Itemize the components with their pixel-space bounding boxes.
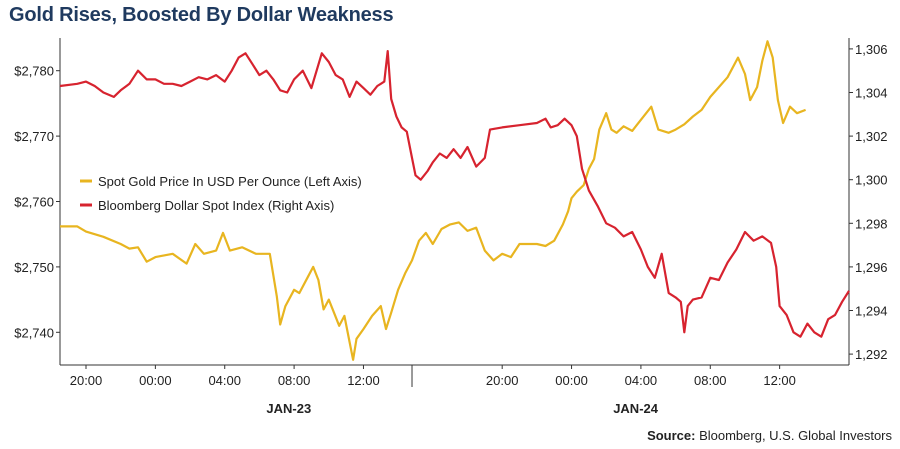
x-tick-label: 12:00 <box>347 373 380 388</box>
x-tick-label: 04:00 <box>625 373 658 388</box>
left-tick-label: $2,740 <box>14 325 54 340</box>
right-tick-label: 1,298 <box>855 216 888 231</box>
date-label: JAN-24 <box>613 401 659 416</box>
source-label: Source: <box>647 428 696 443</box>
right-tick-label: 1,304 <box>855 86 888 101</box>
x-tick-label: 00:00 <box>555 373 588 388</box>
x-tick-label: 08:00 <box>694 373 727 388</box>
x-tick-label: 20:00 <box>486 373 519 388</box>
x-tick-label: 20:00 <box>70 373 103 388</box>
x-tick-label: 08:00 <box>278 373 311 388</box>
left-tick-label: $2,760 <box>14 195 54 210</box>
x-tick-label: 00:00 <box>139 373 172 388</box>
left-tick-label: $2,770 <box>14 129 54 144</box>
right-tick-label: 1,300 <box>855 173 888 188</box>
dollar-index-line <box>59 50 850 338</box>
legend-label-gold: Spot Gold Price In USD Per Ounce (Left A… <box>98 174 362 189</box>
right-tick-label: 1,306 <box>855 42 888 57</box>
left-tick-label: $2,750 <box>14 260 54 275</box>
right-tick-label: 1,296 <box>855 260 888 275</box>
legend-label-dollar: Bloomberg Dollar Spot Index (Right Axis) <box>98 198 334 213</box>
source-note: Source: Bloomberg, U.S. Global Investors <box>647 428 892 443</box>
right-tick-label: 1,302 <box>855 129 888 144</box>
right-tick-label: 1,292 <box>855 347 888 362</box>
right-tick-label: 1,294 <box>855 304 888 319</box>
chart-title: Gold Rises, Boosted By Dollar Weakness <box>9 4 394 26</box>
x-tick-label: 04:00 <box>208 373 241 388</box>
left-tick-label: $2,780 <box>14 64 54 79</box>
date-label: JAN-23 <box>266 401 311 416</box>
x-tick-label: 12:00 <box>763 373 796 388</box>
source-text: Bloomberg, U.S. Global Investors <box>695 428 892 443</box>
gold-price-line <box>60 40 806 361</box>
